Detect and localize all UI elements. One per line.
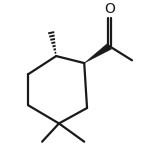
- Text: O: O: [104, 2, 115, 16]
- Polygon shape: [84, 43, 111, 63]
